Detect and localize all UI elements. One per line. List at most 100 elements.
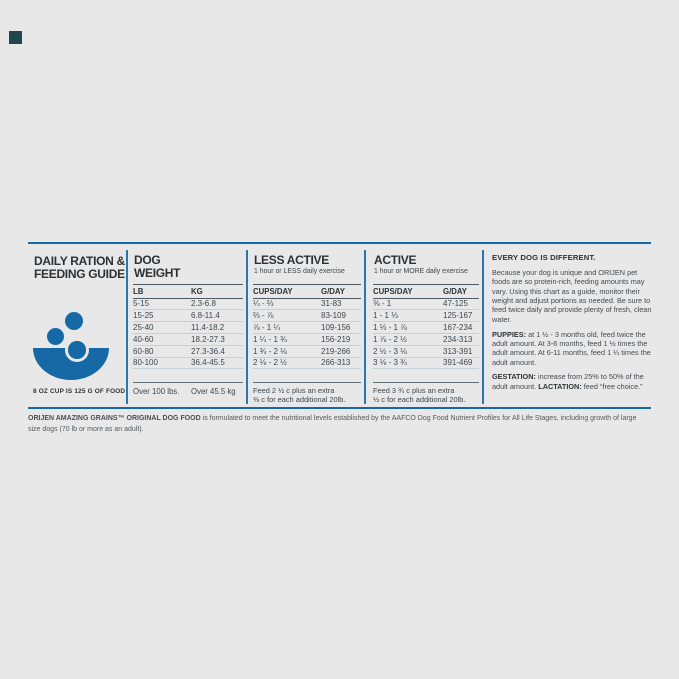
- active-table-header: CUPS/DAY G/DAY: [373, 285, 479, 299]
- kibble-dot-icon: [47, 328, 64, 345]
- active-table-column: CUPS/DAY G/DAY ⅜ - 1 47-125 1 - 1 ⅓ 125-16…: [373, 284, 479, 405]
- cups-value: 1 ¾ - 2 ⅛: [253, 346, 287, 356]
- cups-value: 1 ⅓ - 1 ⅞: [373, 323, 407, 333]
- cups-value: 2 ½ - 3 ⅛: [373, 346, 407, 356]
- weight-title-line2: WEIGHT: [134, 266, 181, 280]
- guide-title: DAILY RATION & FEEDING GUIDE: [34, 255, 125, 281]
- less-active-table-column: CUPS/DAY G/DAY ¼ - ⅔ 31-83 ⅔ - ⅞ 83-109 ⅞ …: [253, 284, 361, 405]
- cups-value: ⅜ - 1: [373, 299, 392, 309]
- less-active-title: LESS ACTIVE: [254, 253, 329, 267]
- table-row: 40-60 18.2-27.3: [133, 334, 243, 346]
- table-row: 60-80 27.3-36.4: [133, 346, 243, 358]
- table-row: 2 ⅛ - 2 ½ 266-313: [253, 358, 361, 370]
- table-row: 1 ⅞ - 2 ½ 234-313: [373, 334, 479, 346]
- less-active-table-header: CUPS/DAY G/DAY: [253, 285, 361, 299]
- table-row: 1 ⅓ - 1 ⅞ 167-234: [373, 322, 479, 334]
- column-divider: [126, 250, 128, 404]
- bottom-divider-rule: [28, 407, 651, 409]
- corner-color-swatch: [9, 31, 22, 44]
- kg-value: 27.3-36.4: [191, 346, 225, 356]
- grams-value: 31-83: [321, 299, 342, 309]
- col-header-grams: G/DAY: [321, 286, 345, 296]
- grams-value: 391-469: [443, 358, 473, 368]
- cups-value: 1 - 1 ⅓: [373, 311, 398, 321]
- active-title: ACTIVE: [374, 253, 417, 267]
- grams-value: 156-219: [321, 334, 351, 344]
- grams-value: 234-313: [443, 334, 473, 344]
- table-row: ⅜ - 1 47-125: [373, 299, 479, 311]
- col-header-lb: LB: [133, 286, 144, 296]
- weight-table-footer: Over 100 lbs. Over 45.5 kg: [133, 381, 243, 396]
- cups-value: 1 ⅞ - 2 ½: [373, 334, 407, 344]
- lactation-label: LACTATION:: [538, 381, 582, 391]
- table-row: ⅞ - 1 ¼ 109-156: [253, 322, 361, 334]
- less-active-footer-line2: ⅜ c for each additional 20lb.: [253, 395, 346, 405]
- puppies-label: PUPPIES:: [492, 329, 527, 339]
- puppies-paragraph: PUPPIES: at 1 ½ - 3 months old, feed twi…: [492, 330, 653, 367]
- lb-value: 60-80: [133, 346, 154, 356]
- table-row: ¼ - ⅔ 31-83: [253, 299, 361, 311]
- lb-value: 5-15: [133, 299, 150, 309]
- kg-value: 2.3-6.8: [191, 299, 216, 309]
- table-row: 3 ⅛ - 3 ¾ 391-469: [373, 358, 479, 370]
- spacer: [373, 369, 479, 382]
- table-row: 80-100 36.4-45.5: [133, 358, 243, 370]
- advice-heading: EVERY DOG IS DIFFERENT.: [492, 253, 596, 262]
- gestation-label: GESTATION:: [492, 372, 536, 382]
- spacer: [253, 369, 361, 382]
- table-row: 2 ½ - 3 ⅛ 313-391: [373, 346, 479, 358]
- grams-value: 109-156: [321, 323, 351, 333]
- over-kg-value: Over 45.5 kg: [191, 386, 236, 396]
- active-footer-line1: Feed 3 ¾ c plus an extra: [373, 385, 455, 395]
- table-row: ⅔ - ⅞ 83-109: [253, 310, 361, 323]
- col-header-kg: KG: [191, 286, 203, 296]
- cup-measure-note: 8 OZ CUP IS 125 G OF FOOD: [33, 388, 126, 395]
- aafco-footnote: ORIJEN AMAZING GRAINS™ ORIGINAL DOG FOOD…: [28, 414, 642, 435]
- grams-value: 167-234: [443, 323, 473, 333]
- kg-value: 11.4-18.2: [191, 323, 225, 333]
- spacer: [133, 369, 243, 382]
- gestation-paragraph: GESTATION: increase from 25% to 50% of t…: [492, 372, 653, 391]
- active-subtitle: 1 hour or MORE daily exercise: [374, 268, 468, 275]
- cups-value: 1 ¼ - 1 ¾: [253, 334, 287, 344]
- grams-value: 125-167: [443, 311, 473, 321]
- table-row: 1 - 1 ⅓ 125-167: [373, 310, 479, 323]
- grams-value: 83-109: [321, 311, 346, 321]
- lb-value: 25-40: [133, 323, 154, 333]
- less-active-footer-line1: Feed 2 ½ c plus an extra: [253, 385, 335, 395]
- cups-value: 2 ⅛ - 2 ½: [253, 358, 287, 368]
- gestation-text: increase from 25% to 50% of the adult am…: [492, 372, 644, 391]
- kg-value: 18.2-27.3: [191, 334, 225, 344]
- grams-value: 219-266: [321, 346, 351, 356]
- less-active-footer: Feed 2 ½ c plus an extra ⅜ c for each ad…: [253, 381, 361, 405]
- lb-value: 15-25: [133, 311, 154, 321]
- kg-value: 36.4-45.5: [191, 358, 225, 368]
- weight-table-column: LB KG 5-15 2.3-6.8 15-25 6.8-11.4 25-40 11.…: [133, 284, 243, 396]
- puppies-text: at 1 ½ - 3 months old, feed twice the ad…: [492, 329, 651, 367]
- col-header-cups: CUPS/DAY: [373, 286, 413, 296]
- grams-value: 47-125: [443, 299, 468, 309]
- advice-paragraph: Because your dog is unique and ORIJEN pe…: [492, 268, 652, 324]
- cups-value: ⅞ - 1 ¼: [253, 323, 281, 333]
- table-row: 25-40 11.4-18.2: [133, 322, 243, 334]
- guide-title-line1: DAILY RATION &: [34, 254, 125, 268]
- footnote-text: is formulated to meet the nutritional le…: [28, 415, 637, 433]
- col-header-cups: CUPS/DAY: [253, 286, 293, 296]
- table-row: 1 ¼ - 1 ¾ 156-219: [253, 334, 361, 346]
- cups-value: 3 ⅛ - 3 ¾: [373, 358, 407, 368]
- column-divider: [246, 250, 248, 404]
- guide-title-line2: FEEDING GUIDE: [34, 267, 125, 281]
- less-active-subtitle: 1 hour or LESS daily exercise: [254, 268, 345, 275]
- kibble-dot-icon: [65, 312, 83, 330]
- table-row: 15-25 6.8-11.4: [133, 310, 243, 323]
- cups-value: ¼ - ⅔: [253, 299, 274, 309]
- col-header-grams: G/DAY: [443, 286, 467, 296]
- grams-value: 313-391: [443, 346, 473, 356]
- product-name: ORIJEN AMAZING GRAINS™ ORIGINAL DOG FOOD: [28, 415, 201, 422]
- kibble-dot-icon: [68, 341, 86, 359]
- table-row: 1 ¾ - 2 ⅛ 219-266: [253, 346, 361, 358]
- kg-value: 6.8-11.4: [191, 311, 220, 321]
- advice-panel: EVERY DOG IS DIFFERENT. Because your dog…: [492, 253, 653, 397]
- cups-value: ⅔ - ⅞: [253, 311, 274, 321]
